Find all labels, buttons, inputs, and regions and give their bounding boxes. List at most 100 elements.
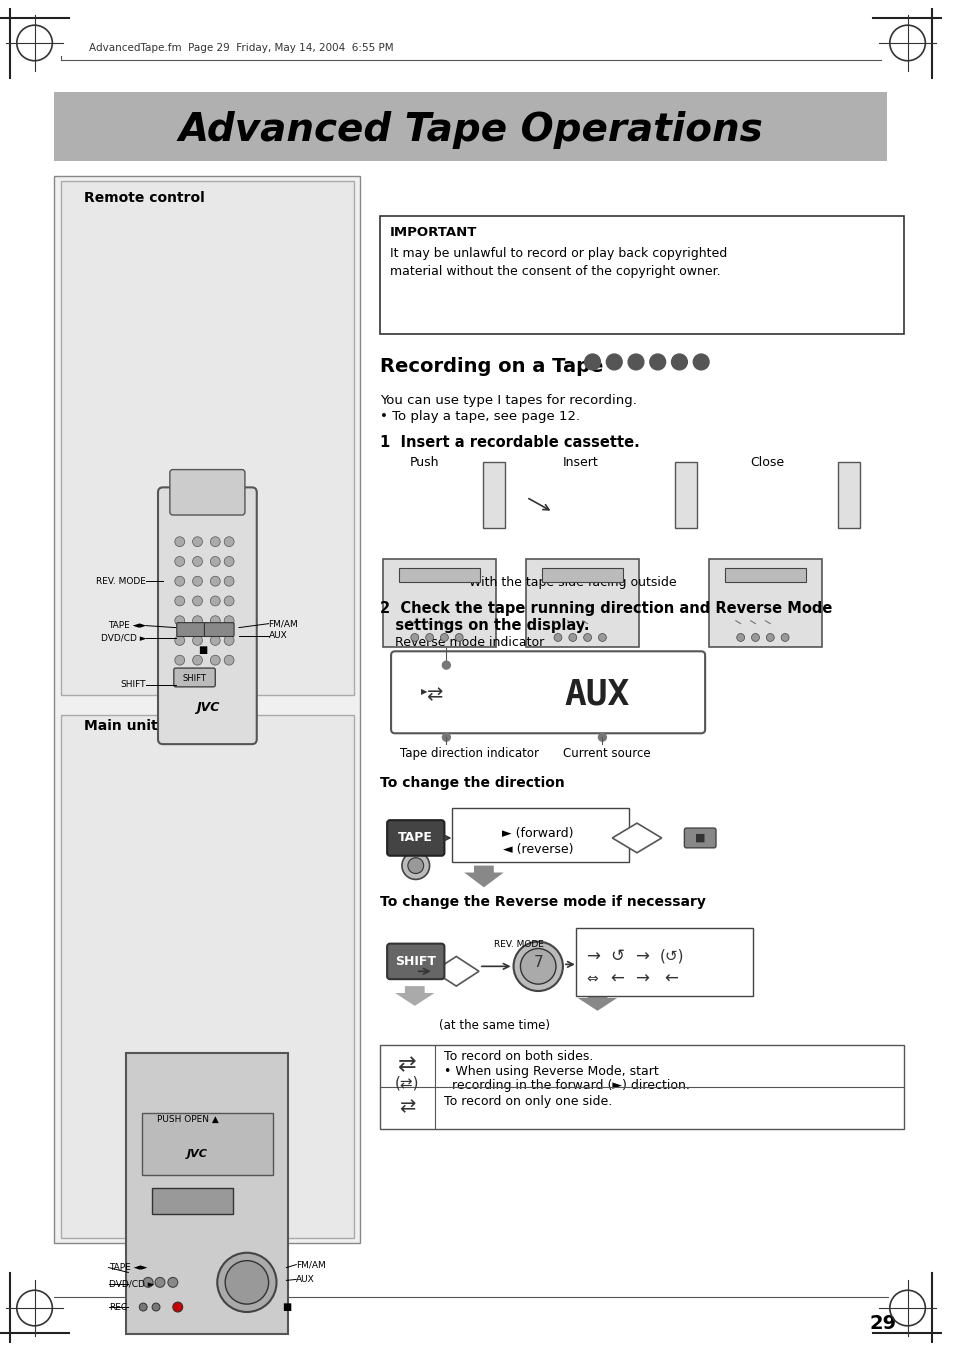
Text: (at the same time): (at the same time)	[439, 1019, 550, 1032]
FancyBboxPatch shape	[576, 928, 752, 996]
Text: TAPE ◄►: TAPE ◄►	[108, 621, 146, 630]
Text: FM/AM: FM/AM	[296, 1260, 326, 1269]
Text: ◄ (reverse): ◄ (reverse)	[502, 843, 573, 857]
Text: Advanced Tape Operations: Advanced Tape Operations	[178, 111, 762, 149]
Circle shape	[210, 616, 220, 626]
Circle shape	[627, 354, 643, 370]
Text: AUX: AUX	[296, 1275, 314, 1283]
FancyBboxPatch shape	[708, 559, 821, 647]
FancyBboxPatch shape	[383, 559, 496, 647]
Circle shape	[193, 635, 202, 646]
FancyBboxPatch shape	[724, 569, 805, 582]
Circle shape	[584, 354, 599, 370]
Circle shape	[193, 557, 202, 566]
Circle shape	[210, 536, 220, 547]
Circle shape	[210, 635, 220, 646]
Circle shape	[513, 942, 562, 992]
Circle shape	[781, 634, 788, 642]
Text: ⇄: ⇄	[397, 1055, 416, 1075]
Circle shape	[693, 354, 708, 370]
Text: 29: 29	[868, 1315, 895, 1333]
Text: Push: Push	[410, 455, 439, 469]
FancyBboxPatch shape	[61, 715, 354, 1238]
Polygon shape	[395, 986, 434, 1006]
Circle shape	[174, 655, 185, 665]
FancyBboxPatch shape	[391, 651, 704, 734]
Circle shape	[751, 634, 759, 642]
FancyBboxPatch shape	[158, 488, 256, 744]
Circle shape	[174, 596, 185, 605]
Circle shape	[649, 354, 665, 370]
Circle shape	[155, 1278, 165, 1288]
FancyBboxPatch shape	[387, 820, 444, 855]
Text: →: →	[635, 947, 648, 966]
Circle shape	[606, 354, 621, 370]
Text: →: →	[585, 947, 598, 966]
Text: To record on both sides.: To record on both sides.	[444, 1050, 593, 1063]
Text: ■: ■	[281, 1302, 291, 1312]
Circle shape	[401, 851, 429, 880]
Circle shape	[224, 616, 233, 626]
Text: ■: ■	[694, 834, 704, 843]
Text: 1  Insert a recordable cassette.: 1 Insert a recordable cassette.	[380, 435, 639, 450]
FancyBboxPatch shape	[142, 1113, 273, 1175]
Circle shape	[442, 661, 450, 669]
FancyBboxPatch shape	[838, 462, 860, 528]
Text: To record on only one side.: To record on only one side.	[444, 1094, 612, 1108]
Text: REC: REC	[109, 1302, 127, 1312]
Circle shape	[174, 635, 185, 646]
Text: It may be unlawful to record or play back copyrighted
material without the conse: It may be unlawful to record or play bac…	[390, 247, 726, 278]
FancyBboxPatch shape	[380, 1046, 902, 1129]
Circle shape	[224, 635, 233, 646]
FancyBboxPatch shape	[54, 92, 886, 162]
Text: PUSH OPEN ▲: PUSH OPEN ▲	[156, 1115, 218, 1124]
Text: To change the direction: To change the direction	[380, 775, 564, 790]
Polygon shape	[578, 992, 617, 1011]
Circle shape	[224, 577, 233, 586]
Circle shape	[455, 634, 463, 642]
Circle shape	[193, 616, 202, 626]
FancyBboxPatch shape	[683, 828, 716, 848]
Circle shape	[174, 616, 185, 626]
Text: ▶: ▶	[421, 688, 428, 696]
Circle shape	[193, 596, 202, 605]
Circle shape	[671, 354, 686, 370]
Text: DVD/CD ►: DVD/CD ►	[109, 1279, 154, 1289]
Circle shape	[736, 634, 744, 642]
Text: Tape direction indicator: Tape direction indicator	[399, 747, 538, 761]
FancyBboxPatch shape	[173, 669, 215, 686]
FancyBboxPatch shape	[204, 623, 233, 636]
Text: Close: Close	[750, 455, 784, 469]
Text: (↺): (↺)	[659, 948, 683, 965]
FancyBboxPatch shape	[482, 462, 504, 528]
Text: TAPE: TAPE	[398, 831, 433, 844]
FancyBboxPatch shape	[398, 569, 479, 582]
Circle shape	[152, 1304, 160, 1310]
Polygon shape	[433, 957, 478, 986]
Text: JVC: JVC	[187, 1148, 208, 1159]
FancyBboxPatch shape	[387, 943, 444, 979]
FancyBboxPatch shape	[152, 1188, 233, 1215]
Text: Current source: Current source	[562, 747, 650, 761]
Text: SHIFT: SHIFT	[182, 674, 206, 684]
Circle shape	[210, 557, 220, 566]
Circle shape	[408, 858, 423, 874]
Text: Insert: Insert	[562, 455, 598, 469]
Text: AUX: AUX	[269, 631, 287, 640]
Circle shape	[225, 1260, 269, 1304]
Text: ⇄: ⇄	[426, 685, 442, 704]
FancyBboxPatch shape	[170, 470, 245, 515]
Text: Remote control: Remote control	[84, 190, 205, 205]
Text: FM/AM: FM/AM	[269, 619, 298, 628]
Circle shape	[520, 948, 556, 984]
Text: SHIFT: SHIFT	[395, 955, 436, 967]
Text: TAPE ◄►: TAPE ◄►	[109, 1263, 147, 1273]
Text: REV. MODE: REV. MODE	[96, 577, 146, 586]
Text: REV. MODE: REV. MODE	[493, 940, 543, 950]
Text: 2  Check the tape running direction and Reverse Mode
   settings on the display.: 2 Check the tape running direction and R…	[380, 601, 832, 634]
Circle shape	[210, 655, 220, 665]
Circle shape	[168, 1278, 177, 1288]
Text: ←: ←	[610, 969, 623, 988]
FancyBboxPatch shape	[526, 559, 639, 647]
Text: (⇄): (⇄)	[395, 1075, 418, 1090]
